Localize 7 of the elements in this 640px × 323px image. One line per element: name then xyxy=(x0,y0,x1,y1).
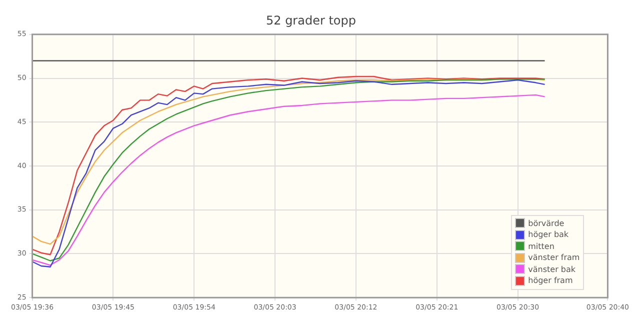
chart-title: 52 grader topp xyxy=(266,13,356,28)
legend-label: vänster bak xyxy=(528,264,576,276)
legend-label: börvärde xyxy=(528,218,564,230)
legend-label: mitten xyxy=(528,240,554,252)
legend-label: höger bak xyxy=(528,229,569,241)
legend-label: höger fram xyxy=(528,275,573,287)
legend-label: vänster fram xyxy=(528,252,580,264)
